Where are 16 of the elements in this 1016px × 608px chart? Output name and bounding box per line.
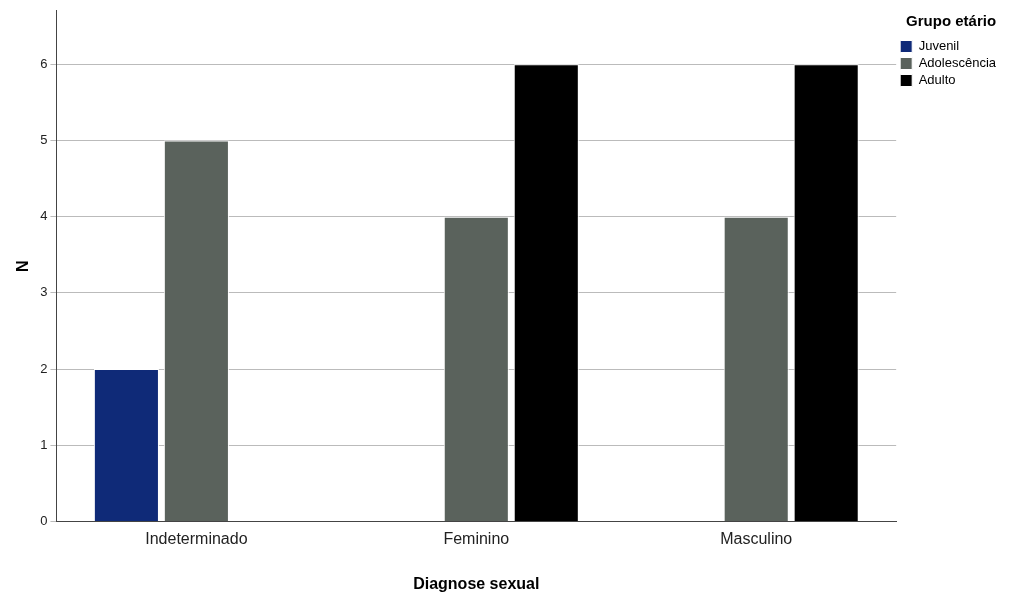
y-tick-label: 0: [40, 513, 48, 529]
x-tick-label: Indeterminado: [145, 529, 248, 547]
y-tick-label: 3: [40, 284, 48, 300]
y-axis-title: N: [14, 260, 32, 272]
legend-label: Juvenil: [918, 38, 960, 54]
x-tick-label: Masculino: [720, 529, 793, 547]
y-tick-label: 4: [40, 208, 48, 224]
x-axis-title: Diagnose sexual: [413, 574, 540, 592]
y-tick-label: 1: [40, 436, 48, 452]
legend-label: Adulto: [918, 72, 956, 88]
legend-title: Grupo etário: [906, 11, 997, 29]
y-tick-label: 2: [40, 360, 48, 376]
y-tick-label: 5: [40, 131, 48, 147]
y-tick-label: 6: [40, 55, 48, 71]
legend-label: Adolescência: [918, 55, 997, 71]
x-tick-label: Feminino: [443, 529, 510, 547]
